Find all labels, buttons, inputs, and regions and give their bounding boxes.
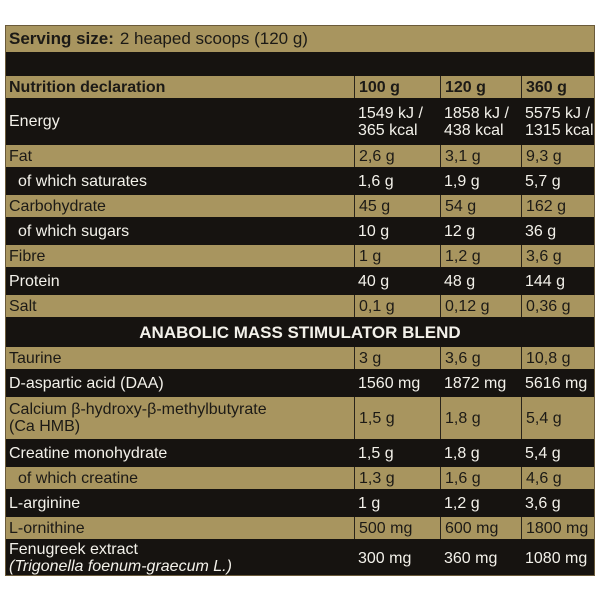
value-360g: 36 g [525,222,557,240]
value-120g: 600 mg [440,517,520,539]
row-label: Calcium β-hydroxy-β-methylbutyrate (Ca HM… [9,401,267,435]
value-100g: 2,6 g [354,145,439,167]
value-120g: 360 mg [444,549,498,567]
value-120g: 48 g [444,272,476,290]
nutrition-table: Serving size: 2 heaped scoops (120 g) Nu… [5,25,595,576]
value-360g: 1800 mg [521,517,596,539]
value-120g: 1,6 g [440,467,520,489]
value-120g: 12 g [444,222,476,240]
value-120g: 1,8 g [440,397,520,439]
row-label: of which creatine [18,469,139,487]
value-360g: 0,36 g [521,295,596,317]
value-360g: 3,6 g [525,494,561,512]
serving-size-value: 2 heaped scoops (120 g) [119,29,308,48]
value-100g: 500 mg [354,517,439,539]
value-100g: 1,3 g [354,467,439,489]
row-label: Fat [9,147,33,165]
table-row-creatine: of which creatine 1,3 g 1,6 g 4,6 g [6,467,594,489]
table-row-fibre: Fibre 1 g 1,2 g 3,6 g [6,245,594,267]
value-100g: 1,6 g [358,172,394,190]
value-360g: 5,7 g [525,172,561,190]
row-label: L-arginine [9,494,81,512]
value-120g: 54 g [440,195,520,217]
table-row-protein: Protein 40 g 48 g 144 g [6,269,594,293]
value-100g: 1 g [358,494,381,512]
value-100g: 1560 mg [358,374,421,392]
value-100g: 40 g [358,272,390,290]
row-label: D-aspartic acid (DAA) [9,374,164,392]
value-360g: 162 g [521,195,596,217]
header-nutrition-declaration: Nutrition declaration [9,78,166,96]
value-360g: 3,6 g [521,245,596,267]
table-row-fenugreek: Fenugreek extract (Trigonella foenum-grae… [6,540,594,576]
value-120g: 1,8 g [444,444,480,462]
value-360g: 9,3 g [521,145,596,167]
value-360g: 5,4 g [521,397,596,439]
value-120g: 0,12 g [440,295,520,317]
table-row-l-arginine: L-arginine 1 g 1,2 g 3,6 g [6,491,594,515]
serving-size-label: Serving size: [9,29,114,48]
value-360g: 4,6 g [521,467,596,489]
table-row-taurine: Taurine 3 g 3,6 g 10,8 g [6,347,594,369]
row-label: Fenugreek extract (Trigonella foenum-grae… [9,541,232,575]
value-120g: 1,2 g [440,245,520,267]
table-row-ca-hmb: Calcium β-hydroxy-β-methylbutyrate (Ca HM… [6,397,594,439]
header-120g: 120 g [440,76,520,98]
value-120g: 1858 kJ /438 kcal [444,104,509,139]
value-360g: 1080 mg [525,549,588,567]
value-360g: 144 g [525,272,566,290]
value-100g: 1549 kJ /365 kcal [358,104,423,139]
value-100g: 3 g [354,347,439,369]
value-100g: 45 g [354,195,439,217]
value-100g: 10 g [358,222,390,240]
value-120g: 1872 mg [444,374,507,392]
table-row-energy: Energy 1549 kJ /365 kcal 1858 kJ /438 kc… [6,99,594,144]
row-label: of which sugars [18,222,130,240]
table-row-carbohydrate: Carbohydrate 45 g 54 g 162 g [6,195,594,217]
value-120g: 1,2 g [444,494,480,512]
table-row-l-ornithine: L-ornithine 500 mg 600 mg 1800 mg [6,517,594,539]
table-row-fat: Fat 2,6 g 3,1 g 9,3 g [6,145,594,167]
row-label: Salt [9,297,37,315]
table-header: Nutrition declaration 100 g 120 g 360 g [6,76,594,98]
row-label: Creatine monohydrate [9,444,168,462]
value-360g: 10,8 g [521,347,596,369]
row-label: Fibre [9,247,46,265]
header-100g: 100 g [354,76,439,98]
value-360g: 5,4 g [525,444,561,462]
value-360g: 5616 mg [525,374,588,392]
row-label: L-ornithine [9,519,85,537]
table-row-creatine-monohydrate: Creatine monohydrate 1,5 g 1,8 g 5,4 g [6,441,594,465]
serving-size-row: Serving size: 2 heaped scoops (120 g) [6,26,594,52]
value-100g: 300 mg [358,549,412,567]
row-label: Carbohydrate [9,197,106,215]
value-120g: 1,9 g [444,172,480,190]
blend-title: ANABOLIC MASS STIMULATOR BLEND [139,323,461,342]
table-row-saturates: of which saturates 1,6 g 1,9 g 5,7 g [6,169,594,193]
value-100g: 1 g [354,245,439,267]
table-row-daa: D-aspartic acid (DAA) 1560 mg 1872 mg 56… [6,371,594,395]
row-label: Energy [9,113,60,130]
header-360g: 360 g [521,76,596,98]
value-100g: 0,1 g [354,295,439,317]
table-row-salt: Salt 0,1 g 0,12 g 0,36 g [6,295,594,317]
table-row-sugars: of which sugars 10 g 12 g 36 g [6,219,594,243]
row-label: Protein [9,272,60,290]
value-100g: 1,5 g [358,444,394,462]
value-120g: 3,1 g [440,145,520,167]
value-360g: 5575 kJ /1315 kcal [525,104,594,139]
row-label: Taurine [9,349,62,367]
value-100g: 1,5 g [354,397,439,439]
value-120g: 3,6 g [440,347,520,369]
row-label: of which saturates [18,172,147,190]
